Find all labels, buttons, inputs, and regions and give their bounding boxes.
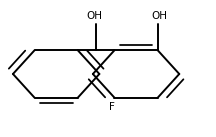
- Text: OH: OH: [152, 11, 168, 21]
- Text: OH: OH: [86, 11, 102, 21]
- Text: F: F: [109, 102, 115, 112]
